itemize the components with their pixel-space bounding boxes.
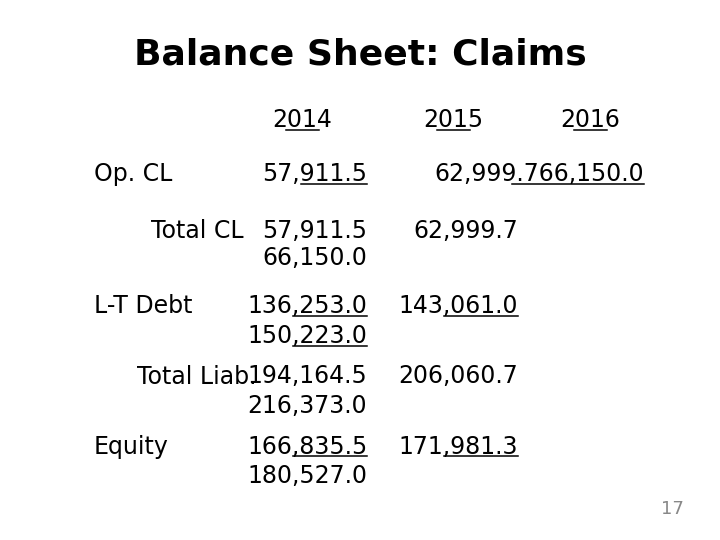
Text: 2014: 2014 [272,108,333,132]
Text: 2015: 2015 [423,108,484,132]
Text: 194,164.5: 194,164.5 [248,364,367,388]
Text: 66,150.0: 66,150.0 [262,246,367,269]
Text: 166,835.5: 166,835.5 [247,435,367,458]
Text: 17: 17 [661,501,684,518]
Text: 150,223.0: 150,223.0 [248,324,367,348]
Text: 57,911.5: 57,911.5 [262,219,367,242]
Text: 206,060.7: 206,060.7 [399,364,518,388]
Text: 2016: 2016 [560,108,621,132]
Text: Op. CL: Op. CL [94,162,172,186]
Text: 216,373.0: 216,373.0 [248,394,367,418]
Text: Balance Sheet: Claims: Balance Sheet: Claims [134,38,586,72]
Text: 171,981.3: 171,981.3 [399,435,518,458]
Text: 62,999.7: 62,999.7 [414,219,518,242]
Text: L-T Debt: L-T Debt [94,294,192,318]
Text: Total CL: Total CL [151,219,244,242]
Text: 143,061.0: 143,061.0 [399,294,518,318]
Text: Total Liab.: Total Liab. [137,364,256,388]
Text: 57,911.5: 57,911.5 [262,162,367,186]
Text: Equity: Equity [94,435,168,458]
Text: 136,253.0: 136,253.0 [248,294,367,318]
Text: 62,999.766,150.0: 62,999.766,150.0 [435,162,644,186]
Text: 180,527.0: 180,527.0 [247,464,367,488]
